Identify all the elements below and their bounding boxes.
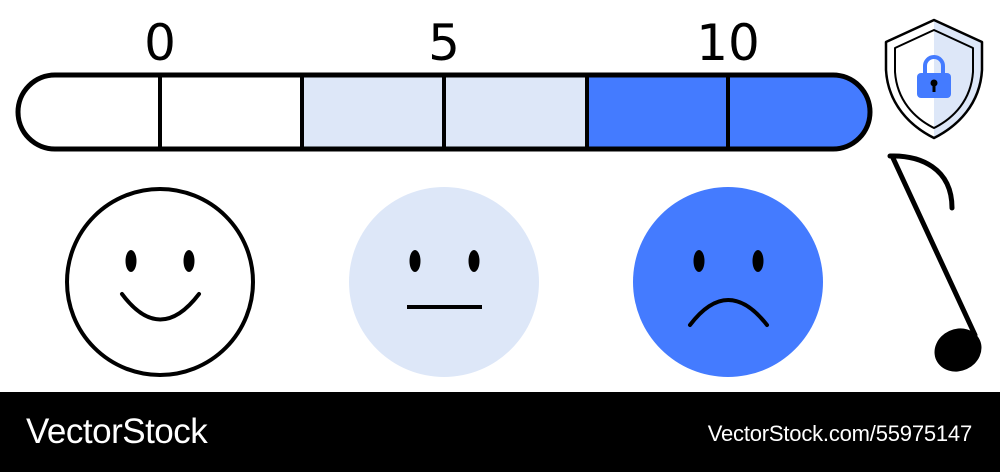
happy-face-icon [65, 187, 255, 377]
pain-scale-bar [15, 72, 873, 152]
scale-tick-label-10: 10 [696, 14, 760, 72]
scale-tick-label-5: 5 [428, 14, 460, 72]
image-id-text: VectorStock.com/55975147 [707, 421, 972, 446]
illustration: 0 5 10 [15, 14, 984, 377]
scale-tick-label-0: 0 [144, 14, 176, 72]
pain-scale-illustration: 0 5 10 [15, 14, 984, 377]
sad-face-icon [633, 187, 823, 377]
scale-bar-outline [15, 72, 873, 152]
shield-lock-icon [884, 18, 984, 140]
neutral-face-icon [349, 187, 539, 377]
music-note-icon [887, 153, 982, 372]
brand-logo-text: VectorStock [26, 412, 208, 451]
watermark-footer: VectorStock VectorStock.com/55975147 [0, 392, 1000, 472]
